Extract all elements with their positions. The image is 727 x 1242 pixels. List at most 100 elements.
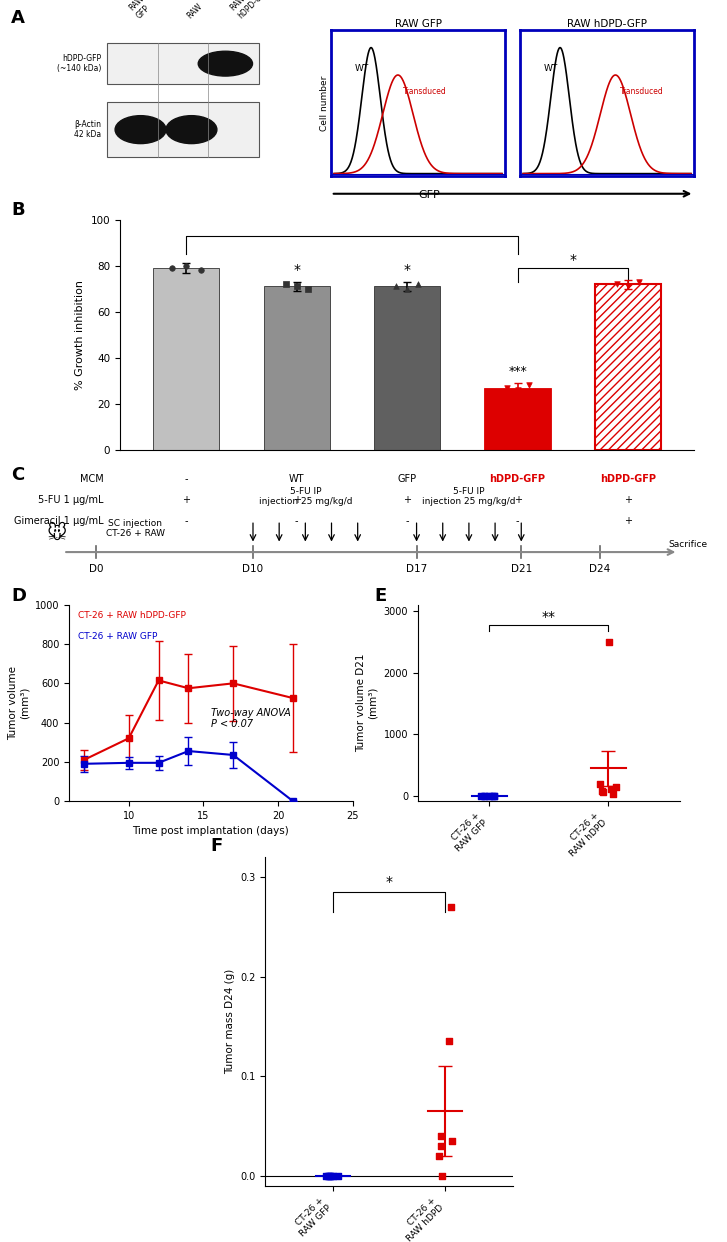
Text: **: ** — [542, 610, 556, 623]
Point — [479, 786, 491, 806]
Text: RAW: RAW — [185, 1, 204, 20]
Text: β-Actin
42 kDa: β-Actin 42 kDa — [74, 120, 102, 139]
Point — [325, 1166, 337, 1186]
Point — [475, 786, 487, 806]
Text: hDPD-GFP
(~140 kDa): hDPD-GFP (~140 kDa) — [57, 53, 102, 73]
Text: +: + — [513, 496, 521, 505]
Text: 5-FU IP
injection 25 mg/kg/d: 5-FU IP injection 25 mg/kg/d — [259, 487, 352, 507]
Text: D21: D21 — [510, 564, 532, 574]
Text: -: - — [295, 515, 298, 525]
Text: GFP: GFP — [418, 190, 440, 200]
Text: 5-FU 1 μg/mL: 5-FU 1 μg/mL — [38, 496, 103, 505]
Point — [483, 786, 495, 806]
Point — [435, 1126, 447, 1146]
Point — [512, 380, 523, 400]
Point — [322, 1166, 334, 1186]
Point — [445, 897, 457, 917]
Point — [597, 782, 608, 802]
Text: C: C — [11, 466, 24, 483]
Point — [594, 774, 606, 794]
Text: WT: WT — [543, 63, 558, 73]
Text: ***: *** — [508, 365, 527, 379]
Text: *: * — [569, 253, 577, 267]
Point — [280, 274, 292, 294]
Text: Transduced: Transduced — [403, 87, 446, 96]
Text: D: D — [11, 587, 26, 605]
Point — [320, 1166, 332, 1186]
Text: Gimeracil 1 μg/mL: Gimeracil 1 μg/mL — [14, 515, 103, 525]
Point — [478, 786, 490, 806]
Point — [607, 785, 619, 805]
Bar — [484, 388, 551, 450]
Title: RAW hDPD-GFP: RAW hDPD-GFP — [567, 19, 647, 29]
Text: 5-FU IP
injection 25 mg/kg/d: 5-FU IP injection 25 mg/kg/d — [422, 487, 515, 507]
Point — [390, 277, 402, 297]
Text: WT: WT — [289, 474, 305, 484]
X-axis label: Time post implantation (days): Time post implantation (days) — [132, 826, 289, 836]
Title: RAW GFP: RAW GFP — [395, 19, 441, 29]
Point — [435, 1136, 447, 1156]
Y-axis label: Tumor volume D21
(mm³): Tumor volume D21 (mm³) — [356, 653, 378, 753]
Point — [622, 277, 634, 297]
Bar — [374, 287, 441, 450]
Text: RAW
GFP: RAW GFP — [126, 0, 153, 20]
Point — [610, 777, 622, 797]
Text: CT-26 + RAW hDPD-GFP: CT-26 + RAW hDPD-GFP — [78, 611, 185, 620]
Point — [488, 786, 499, 806]
Text: SC injection
CT-26 + RAW: SC injection CT-26 + RAW — [105, 519, 165, 538]
Text: F: F — [211, 837, 223, 854]
Text: +: + — [624, 496, 632, 505]
Text: hDPD-GFP: hDPD-GFP — [600, 474, 656, 484]
Text: *: * — [385, 874, 393, 889]
Text: -: - — [185, 515, 188, 525]
Y-axis label: Tumor mass D24 (g): Tumor mass D24 (g) — [225, 969, 235, 1074]
Text: Two-way ANOVA
P < 0.07: Two-way ANOVA P < 0.07 — [211, 708, 291, 729]
Point — [595, 781, 607, 801]
Point — [523, 375, 534, 395]
Point — [332, 1166, 344, 1186]
Text: Transduced: Transduced — [620, 87, 664, 96]
Point — [436, 1166, 448, 1186]
Text: RAW
hDPD-GFP: RAW hDPD-GFP — [228, 0, 270, 20]
Bar — [264, 287, 330, 450]
Bar — [107, 43, 260, 83]
Text: hDPD-GFP: hDPD-GFP — [489, 474, 545, 484]
Ellipse shape — [115, 116, 166, 144]
Text: WT: WT — [354, 63, 369, 73]
Text: -: - — [185, 474, 188, 484]
Text: +: + — [624, 515, 632, 525]
Text: +: + — [293, 496, 301, 505]
Text: +: + — [403, 496, 411, 505]
Point — [603, 632, 614, 652]
Point — [606, 779, 617, 799]
Point — [486, 786, 497, 806]
Y-axis label: % Growth inhibition: % Growth inhibition — [75, 279, 85, 390]
Text: CT-26 + RAW GFP: CT-26 + RAW GFP — [78, 632, 157, 641]
Text: -: - — [516, 515, 519, 525]
Text: GFP: GFP — [398, 474, 417, 484]
Point — [443, 1032, 454, 1052]
Bar — [153, 268, 220, 450]
Text: D24: D24 — [589, 564, 611, 574]
Point — [195, 261, 206, 281]
Bar — [595, 284, 661, 450]
Text: +: + — [182, 496, 190, 505]
Point — [327, 1166, 339, 1186]
Point — [412, 274, 424, 294]
Point — [611, 274, 623, 294]
Point — [291, 277, 302, 297]
Text: MCM: MCM — [80, 474, 103, 484]
Text: *: * — [403, 263, 411, 277]
Text: Sacrifice: Sacrifice — [669, 540, 707, 549]
Point — [446, 1131, 457, 1151]
Point — [501, 378, 513, 397]
Point — [166, 258, 177, 278]
Text: A: A — [11, 9, 25, 26]
Y-axis label: Cell number: Cell number — [321, 76, 329, 130]
Point — [633, 272, 645, 292]
Point — [302, 279, 313, 299]
Ellipse shape — [166, 116, 217, 144]
Y-axis label: Tumor volume
(mm³): Tumor volume (mm³) — [8, 666, 29, 740]
Text: -: - — [406, 515, 409, 525]
Point — [324, 1166, 335, 1186]
